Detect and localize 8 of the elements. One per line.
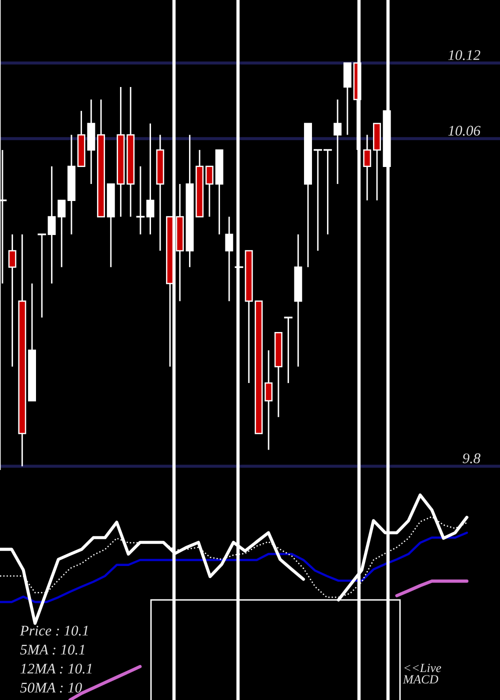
annotation: Price : 10.1	[20, 626, 88, 636]
y-tick-label: 9.8	[462, 453, 480, 464]
annotation: <<Live MACD	[402, 664, 442, 684]
y-tick-label: 10.12	[448, 50, 480, 60]
annotation: 12MA : 10.1	[20, 664, 92, 674]
annotation: 5MA : 10.1	[20, 644, 84, 655]
annotation: 50MA : 10	[20, 682, 82, 693]
y-tick-label: 10.06	[448, 126, 480, 136]
